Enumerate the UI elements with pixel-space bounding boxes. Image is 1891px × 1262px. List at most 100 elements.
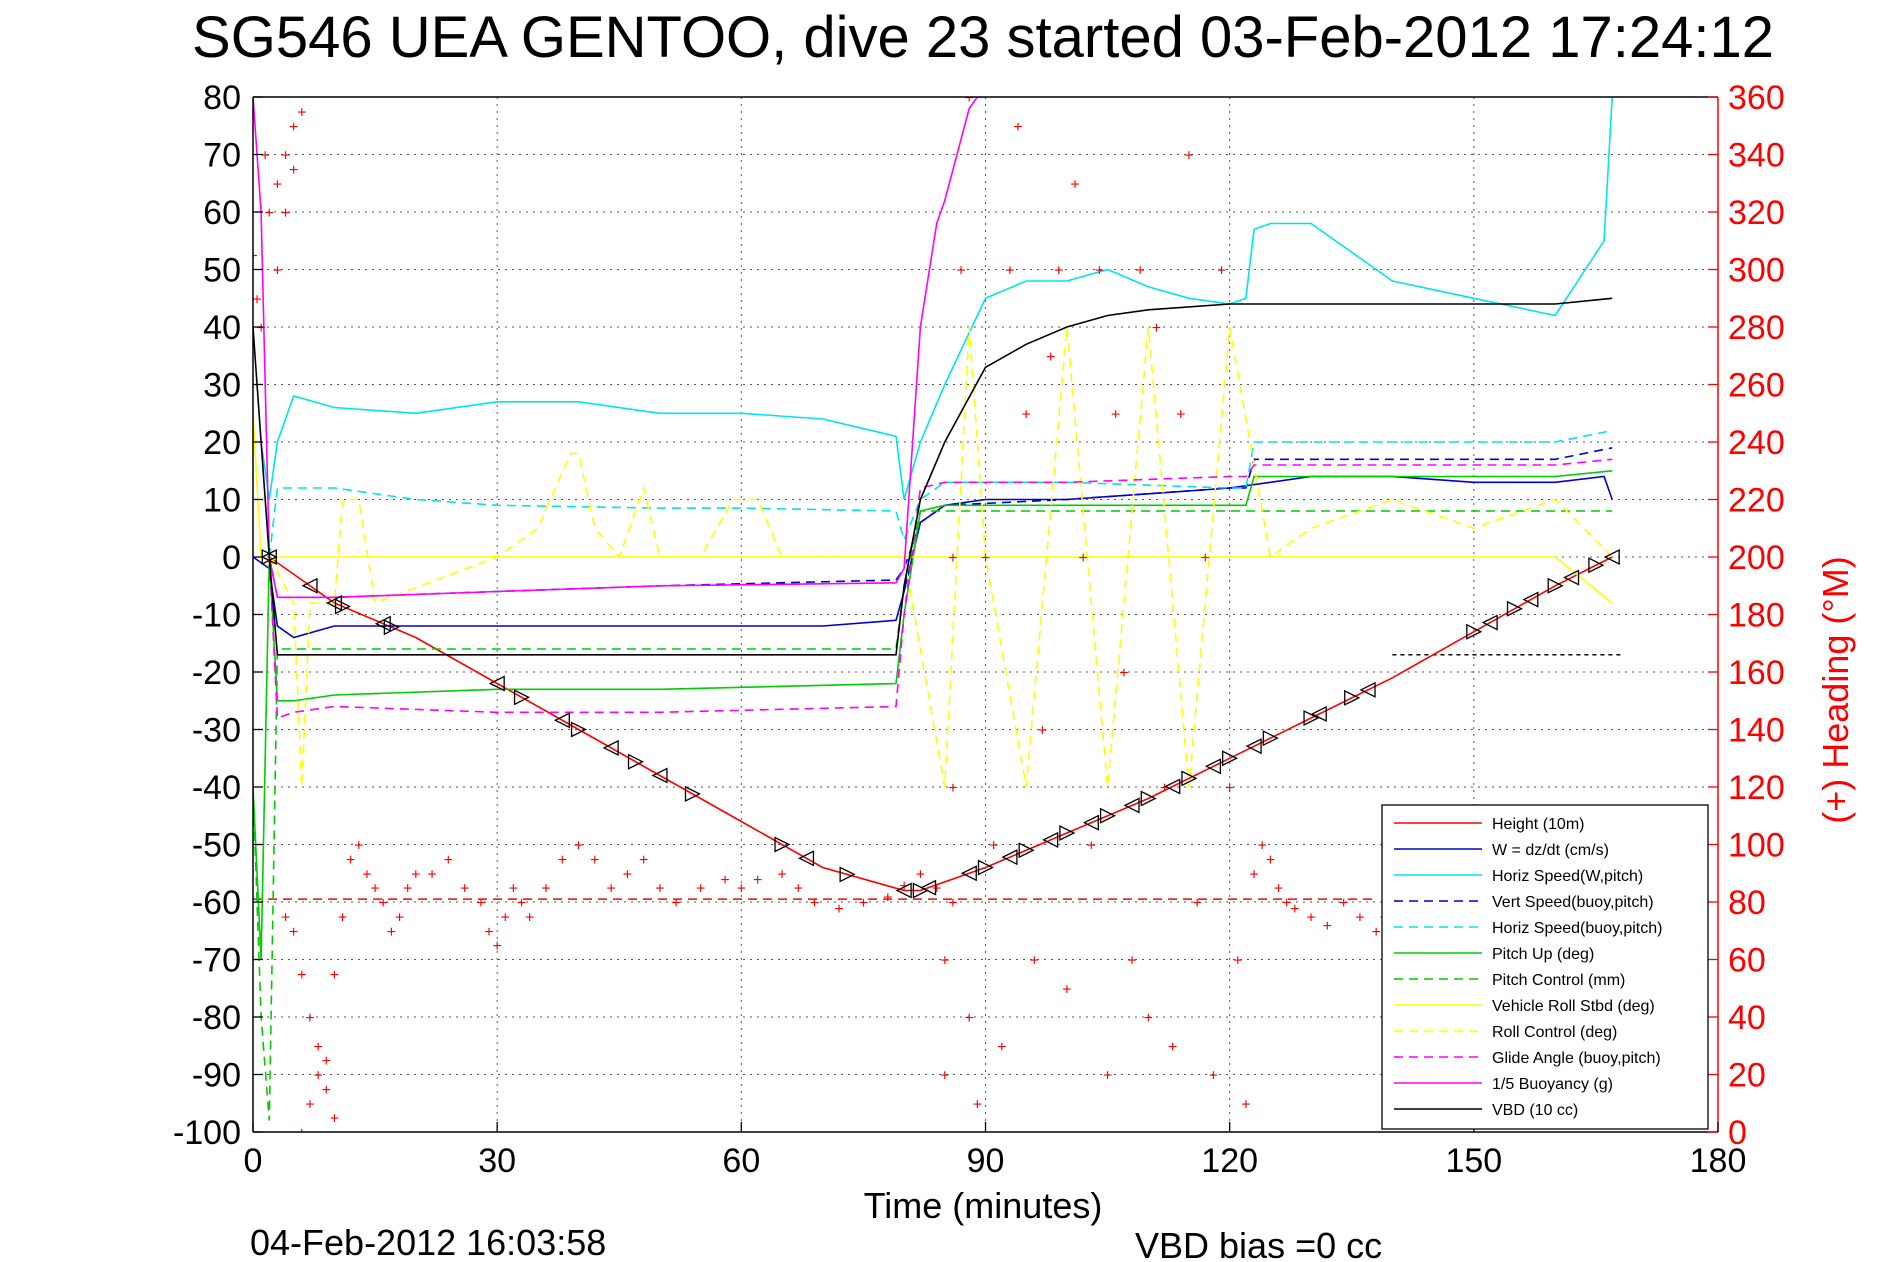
heading-point: + <box>517 895 526 912</box>
heading-point: + <box>1022 406 1031 423</box>
right-axis-label: (+) Heading (°M) <box>1815 556 1856 823</box>
footer-date: 04-Feb-2012 16:03:58 <box>250 1222 606 1262</box>
x-tick-label: 90 <box>967 1142 1005 1180</box>
right-tick-label: 280 <box>1728 309 1785 347</box>
heading-point: + <box>623 866 632 883</box>
heading-point: + <box>1217 263 1226 280</box>
depth-marker-right <box>1262 730 1279 747</box>
heading-point: + <box>1127 953 1136 970</box>
heading-point: + <box>1225 780 1234 797</box>
left-tick-label: -20 <box>192 654 241 692</box>
heading-point: + <box>1078 550 1087 567</box>
series-line-glide <box>268 458 1613 720</box>
heading-point: + <box>883 889 892 906</box>
legend-label-vert_buoy: Vert Speed(buoy,pitch) <box>1492 894 1654 911</box>
depth-marker-left <box>374 615 391 632</box>
series-line-buoyancy <box>253 97 986 599</box>
heading-point: + <box>737 881 746 898</box>
heading-point: + <box>395 909 404 926</box>
depth-marker-right <box>684 785 701 802</box>
legend: Height (10m) W = dz/dt (cm/s) Horiz Speed(… <box>1381 804 1709 1130</box>
depth-marker-left <box>260 548 277 566</box>
depth-marker-left <box>488 675 505 692</box>
heading-point: + <box>330 967 339 984</box>
heading-point: + <box>541 881 550 898</box>
heading-point: + <box>834 901 843 918</box>
x-tick-label: 150 <box>1445 1142 1502 1180</box>
depth-markers <box>260 548 1620 899</box>
left-tick-label: -90 <box>192 1057 241 1095</box>
x-tick-label: 120 <box>1201 1142 1258 1180</box>
depth-marker-left <box>1481 614 1498 631</box>
heading-point: + <box>492 938 501 955</box>
legend-label-roll: Vehicle Roll Stbd (deg) <box>1492 998 1655 1015</box>
depth-marker-right <box>1588 557 1605 574</box>
depth-marker-right <box>513 689 531 706</box>
heading-point: + <box>1005 263 1014 280</box>
heading-point: + <box>289 162 298 179</box>
right-tick-label: 140 <box>1728 712 1785 750</box>
heading-series: + + + + + + + + + + + + + + + + + + + + + + + + + + + + + + + + + + + + + + + +… <box>253 90 1389 1132</box>
depth-marker-left <box>1042 831 1059 848</box>
heading-point: + <box>989 838 998 855</box>
left-tick-label: -100 <box>173 1114 241 1152</box>
heading-point: + <box>403 881 412 898</box>
heading-point: + <box>1192 895 1201 912</box>
heading-point: + <box>810 895 819 912</box>
depth-marker-right <box>977 859 994 876</box>
right-tick-label: 60 <box>1728 942 1766 980</box>
depth-marker-left <box>1001 849 1018 866</box>
left-tick-label: 20 <box>203 424 241 462</box>
left-tick-label: -10 <box>192 597 241 635</box>
heading-point: + <box>338 909 347 926</box>
series-line-vert_buoy <box>268 447 1613 599</box>
heading-point: + <box>313 1039 322 1056</box>
heading-point: + <box>1111 406 1120 423</box>
heading-point: + <box>1282 895 1291 912</box>
series-line-vbd <box>253 297 1613 656</box>
depth-marker-right <box>1547 577 1564 594</box>
heading-point: + <box>1266 852 1275 869</box>
heading-point: + <box>940 1068 949 1085</box>
heading-point: + <box>525 909 534 926</box>
depth-marker-right <box>1303 709 1320 727</box>
heading-point: + <box>916 866 925 883</box>
legend-label-vbd: VBD (10 cc) <box>1492 1102 1578 1119</box>
heading-point: + <box>1030 953 1039 970</box>
heading-point: + <box>1249 866 1258 883</box>
heading-point: + <box>281 148 290 165</box>
right-tick-label: 20 <box>1728 1057 1766 1095</box>
legend-box <box>1381 804 1709 1130</box>
legend-label-pitch_ctrl: Pitch Control (mm) <box>1492 972 1625 989</box>
heading-point: + <box>1209 1068 1218 1085</box>
data-layer: + + + + + + + + + + + + + + + + + + + + + + + + + + + + + + + + + + + + + + + +… <box>253 90 1621 1132</box>
left-tick-label: 30 <box>203 367 241 405</box>
heading-point: + <box>411 866 420 883</box>
left-tick-label: 60 <box>203 194 241 232</box>
depth-marker-right <box>1222 750 1239 767</box>
right-tick-label: 120 <box>1728 769 1785 807</box>
legend-label-w: W = dz/dt (cm/s) <box>1492 842 1609 859</box>
heading-point: + <box>1095 263 1104 280</box>
heading-point: + <box>1306 909 1315 926</box>
heading-point: + <box>387 924 396 941</box>
heading-point: + <box>256 320 265 337</box>
heading-point: + <box>1038 723 1047 740</box>
heading-point: + <box>606 881 615 898</box>
heading-point: + <box>444 852 453 869</box>
heading-point: + <box>753 872 762 889</box>
heading-point: + <box>265 205 274 222</box>
heading-point: + <box>346 852 355 869</box>
left-tick-label: -40 <box>192 769 241 807</box>
depth-marker-right <box>570 721 588 738</box>
right-tick-label: 360 <box>1728 79 1785 117</box>
heading-point: + <box>1168 1039 1177 1056</box>
heading-point: + <box>281 205 290 222</box>
heading-point: + <box>1274 881 1283 898</box>
heading-point: + <box>965 90 974 107</box>
legend-label-horiz_buoy: Horiz Speed(buoy,pitch) <box>1492 920 1662 937</box>
heading-point: + <box>672 895 681 912</box>
x-tick-label: 30 <box>478 1142 516 1180</box>
heading-point: + <box>281 909 290 926</box>
